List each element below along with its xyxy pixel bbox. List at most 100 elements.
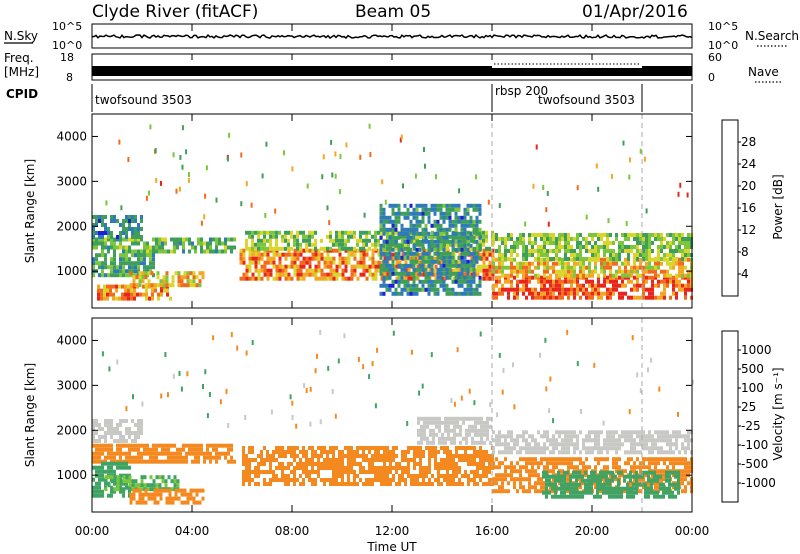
heatmap-cell — [125, 443, 128, 448]
heatmap-cell — [448, 267, 452, 272]
heatmap-cell — [467, 230, 470, 235]
heatmap-cell — [620, 470, 623, 475]
heatmap-cell — [305, 450, 308, 454]
heatmap-cell — [457, 203, 461, 208]
heatmap-cell — [305, 462, 308, 466]
heatmap-cell — [296, 478, 299, 482]
heatmap-cell — [406, 235, 410, 240]
heatmap-cell — [470, 446, 473, 450]
heatmap-cell — [454, 215, 458, 220]
heatmap-cell — [472, 247, 476, 252]
heatmap-cell — [434, 272, 438, 277]
heatmap-cell — [609, 249, 612, 253]
heatmap-cell — [185, 451, 188, 456]
heatmap-cell — [653, 478, 656, 483]
heatmap-cell — [275, 230, 278, 235]
heatmap-cell — [226, 156, 229, 162]
heatmap-cell — [525, 442, 528, 447]
heatmap-cell — [215, 459, 218, 464]
heatmap-cell — [110, 245, 113, 250]
heatmap-cell — [475, 203, 479, 208]
heatmap-cell — [417, 428, 420, 433]
heatmap-cell — [485, 466, 488, 470]
heatmap-cell — [472, 207, 476, 212]
heatmap-cell — [137, 419, 140, 423]
heatmap-cell — [275, 474, 278, 478]
heatmap-cell — [119, 269, 122, 274]
heatmap-cell — [579, 450, 582, 455]
heatmap-cell — [460, 231, 464, 236]
heatmap-cell — [585, 434, 588, 439]
heatmap-cell — [409, 247, 413, 252]
heatmap-cell — [362, 450, 365, 454]
heatmap-cell — [248, 478, 251, 482]
heatmap-cell — [359, 238, 362, 243]
heatmap-cell — [382, 239, 386, 244]
heatmap-cell — [293, 446, 296, 450]
heatmap-cell — [183, 275, 187, 280]
heatmap-cell — [645, 269, 648, 274]
heatmap-cell — [394, 227, 398, 232]
heatmap-cell — [570, 249, 573, 253]
heatmap-cell — [227, 459, 230, 464]
heatmap-cell — [147, 279, 151, 284]
heatmap-cell — [128, 475, 132, 480]
heatmap-cell — [615, 269, 618, 274]
heatmap-cell — [630, 446, 633, 451]
heatmap-cell — [140, 443, 143, 448]
heatmap-cell — [299, 268, 303, 273]
heatmap-cell — [681, 469, 684, 474]
heatmap-cell — [383, 256, 387, 261]
heatmap-cell — [149, 475, 153, 480]
heatmap-cell — [433, 239, 437, 244]
heatmap-cell — [338, 450, 341, 454]
heatmap-cell — [473, 482, 476, 486]
heatmap-cell — [110, 269, 113, 274]
heatmap-cell — [101, 241, 104, 246]
heatmap-cell — [657, 237, 660, 241]
heatmap-cell — [101, 261, 104, 266]
heatmap-cell — [403, 279, 407, 284]
heatmap-cell — [404, 276, 408, 281]
heatmap-cell — [371, 256, 375, 261]
heatmap-cell — [257, 234, 260, 239]
heatmap-cell — [403, 263, 407, 268]
heatmap-cell — [430, 243, 434, 248]
heatmap-cell — [221, 451, 224, 456]
heatmap-cell — [404, 234, 407, 239]
heatmap-cell — [472, 219, 476, 224]
heatmap-cell — [519, 265, 522, 270]
heatmap-cell — [146, 451, 149, 456]
heatmap-cell — [479, 252, 483, 257]
heatmap-cell — [379, 203, 383, 208]
heatmap-cell — [546, 457, 549, 462]
heatmap-cell — [92, 265, 95, 270]
heatmap-cell — [651, 461, 654, 466]
heatmap-cell — [421, 287, 425, 292]
heatmap-cell — [158, 475, 162, 480]
heatmap-cell — [495, 275, 498, 280]
heatmap-cell — [570, 265, 573, 270]
heatmap-cell — [522, 287, 525, 292]
heatmap-cell — [448, 255, 452, 260]
heatmap-cell — [198, 500, 202, 505]
heatmap-cell — [153, 496, 157, 501]
heatmap-cell — [169, 296, 172, 301]
heatmap-cell — [284, 482, 287, 486]
heatmap-cell — [636, 450, 639, 455]
heatmap-cell — [663, 430, 666, 435]
heatmap-cell — [612, 442, 615, 447]
heatmap-cell — [525, 465, 528, 470]
heatmap-cell — [409, 235, 413, 240]
heatmap-cell — [457, 215, 461, 220]
heatmap-cell — [350, 268, 354, 273]
heatmap-cell — [143, 475, 147, 480]
heatmap-cell — [368, 458, 371, 462]
heatmap-cell — [122, 223, 125, 227]
heatmap-cell — [101, 465, 104, 470]
heatmap-cell — [624, 430, 627, 435]
heatmap-cell — [524, 221, 527, 227]
heatmap-cell — [662, 490, 665, 495]
heatmap-cell — [113, 269, 116, 274]
heatmap-cell — [439, 275, 443, 280]
